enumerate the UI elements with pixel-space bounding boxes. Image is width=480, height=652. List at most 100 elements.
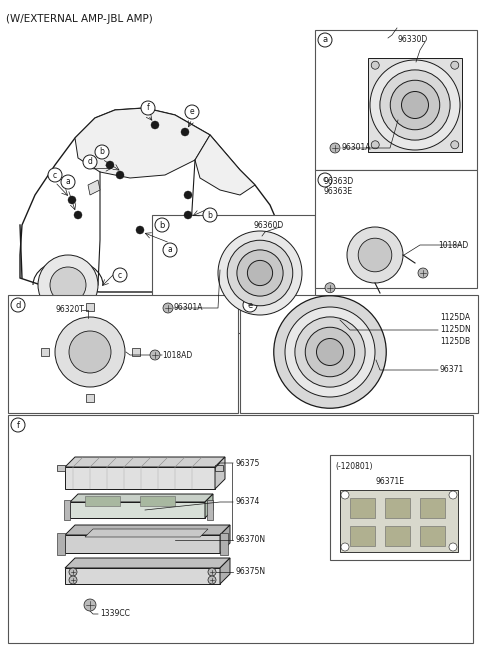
Text: 1018AD: 1018AD — [162, 351, 192, 359]
Circle shape — [68, 196, 76, 204]
Circle shape — [136, 226, 144, 234]
Text: 96370N: 96370N — [235, 535, 265, 544]
Polygon shape — [220, 558, 230, 584]
Bar — [85, 496, 120, 506]
Text: b: b — [207, 211, 213, 220]
Circle shape — [150, 350, 160, 360]
Bar — [385, 498, 410, 518]
Polygon shape — [88, 180, 100, 195]
Circle shape — [141, 101, 155, 115]
Text: d: d — [15, 301, 21, 310]
Circle shape — [218, 231, 302, 315]
Polygon shape — [65, 568, 220, 584]
Text: 96371E: 96371E — [375, 477, 404, 486]
Circle shape — [380, 70, 450, 140]
Circle shape — [451, 141, 459, 149]
Text: (-120801): (-120801) — [335, 462, 372, 471]
Circle shape — [50, 267, 86, 303]
Circle shape — [341, 543, 349, 551]
Text: 96375N: 96375N — [235, 567, 265, 576]
Bar — [385, 526, 410, 546]
Circle shape — [106, 161, 114, 169]
Text: 1125DA: 1125DA — [440, 314, 470, 323]
Circle shape — [316, 338, 344, 366]
Polygon shape — [75, 108, 210, 178]
Text: 96301A: 96301A — [342, 143, 372, 153]
Circle shape — [11, 298, 25, 312]
Text: e: e — [247, 301, 252, 310]
Bar — [207, 500, 213, 520]
Bar — [330, 455, 470, 560]
Circle shape — [163, 303, 173, 313]
Circle shape — [347, 227, 403, 283]
Circle shape — [11, 418, 25, 432]
Bar — [240, 295, 478, 413]
Text: 96330D: 96330D — [398, 35, 428, 44]
Polygon shape — [65, 457, 225, 467]
Bar — [315, 30, 477, 170]
Bar — [340, 490, 458, 552]
Text: c: c — [323, 175, 327, 185]
Circle shape — [390, 80, 440, 130]
Text: c: c — [53, 171, 57, 179]
Bar — [8, 415, 473, 643]
Bar — [86, 303, 94, 310]
Circle shape — [69, 331, 111, 373]
Text: b: b — [99, 147, 105, 156]
Circle shape — [243, 298, 257, 312]
Bar — [86, 394, 94, 402]
Text: b: b — [159, 220, 165, 230]
Circle shape — [449, 491, 457, 499]
Text: e: e — [190, 108, 194, 117]
Bar — [140, 496, 175, 506]
Circle shape — [163, 243, 177, 257]
Text: a: a — [66, 177, 71, 186]
Bar — [420, 498, 445, 518]
Polygon shape — [215, 457, 225, 489]
Bar — [350, 526, 375, 546]
Bar — [368, 58, 462, 153]
Polygon shape — [65, 467, 215, 489]
Polygon shape — [70, 494, 213, 502]
Circle shape — [247, 260, 273, 286]
Circle shape — [181, 128, 189, 136]
Circle shape — [155, 218, 169, 232]
Text: 96371: 96371 — [440, 366, 464, 374]
Circle shape — [69, 568, 77, 576]
Text: a: a — [168, 246, 172, 254]
Circle shape — [370, 60, 460, 150]
Circle shape — [198, 253, 262, 317]
Text: 1018AD: 1018AD — [438, 241, 468, 250]
Circle shape — [371, 61, 379, 69]
Polygon shape — [85, 529, 208, 537]
Circle shape — [83, 155, 97, 169]
Circle shape — [203, 208, 217, 222]
Bar — [350, 498, 375, 518]
Bar — [315, 170, 477, 288]
Text: 96363E: 96363E — [324, 188, 353, 196]
Text: 96363D: 96363D — [324, 177, 354, 186]
Bar — [8, 295, 238, 413]
Circle shape — [48, 168, 62, 182]
Circle shape — [449, 543, 457, 551]
Text: 96374: 96374 — [235, 497, 259, 507]
Polygon shape — [220, 533, 228, 555]
Bar — [152, 215, 315, 333]
Circle shape — [151, 121, 159, 129]
Text: f: f — [16, 421, 20, 430]
Text: a: a — [323, 35, 327, 44]
Bar — [40, 348, 48, 356]
Circle shape — [318, 33, 332, 47]
Polygon shape — [215, 465, 223, 471]
Polygon shape — [57, 533, 65, 555]
Polygon shape — [65, 558, 230, 568]
Circle shape — [208, 568, 216, 576]
Circle shape — [184, 191, 192, 199]
Bar — [420, 526, 445, 546]
Circle shape — [285, 307, 375, 397]
Circle shape — [418, 268, 428, 278]
Circle shape — [237, 250, 283, 296]
Polygon shape — [220, 525, 230, 553]
Circle shape — [116, 171, 124, 179]
Circle shape — [84, 599, 96, 611]
